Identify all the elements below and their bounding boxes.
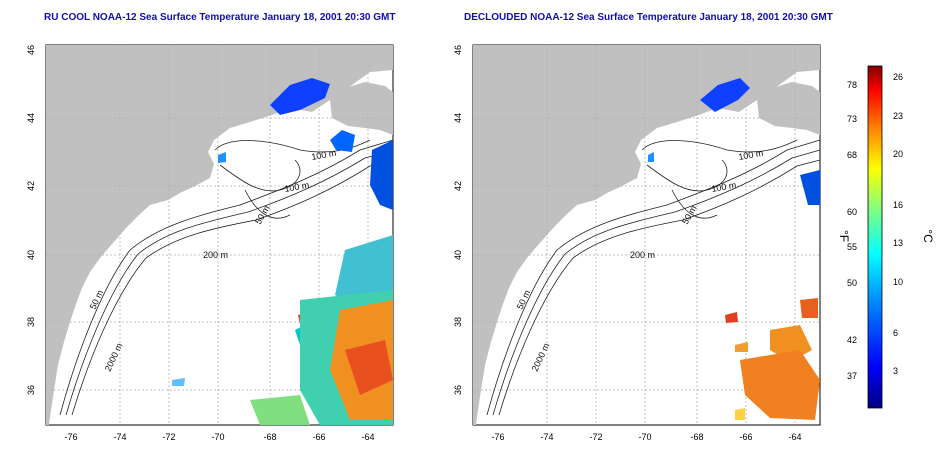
svg-text:36: 36 [26,385,36,395]
svg-text:16: 16 [893,200,903,210]
right-map-panel: 100 m 100 m 50 m 200 m 50 m 2000 m -76 -… [453,44,821,442]
svg-text:46: 46 [453,45,463,55]
land-mass [473,45,820,425]
svg-text:23: 23 [893,111,903,121]
svg-text:200 m: 200 m [203,250,228,260]
svg-text:100 m: 100 m [711,180,737,194]
colorbar-f-label: °F [837,230,851,242]
colorbar-c-label: °C [921,229,935,243]
svg-text:40: 40 [26,250,36,260]
svg-text:-66: -66 [739,432,752,442]
svg-text:50: 50 [847,278,857,288]
svg-text:38: 38 [26,317,36,327]
svg-text:-64: -64 [788,432,801,442]
colorbar-c-ticks: 26 23 20 16 13 10 6 3 [893,72,903,376]
svg-text:-66: -66 [312,432,325,442]
svg-text:42: 42 [26,181,36,191]
svg-text:44: 44 [26,113,36,123]
svg-text:-70: -70 [211,432,224,442]
svg-text:100 m: 100 m [738,148,764,162]
svg-text:200 m: 200 m [630,250,655,260]
svg-text:-68: -68 [690,432,703,442]
svg-text:36: 36 [453,385,463,395]
svg-text:100 m: 100 m [311,148,337,162]
right-y-ticks: 36 38 40 42 44 46 [453,45,463,395]
svg-text:55: 55 [847,242,857,252]
svg-text:20: 20 [893,149,903,159]
colorbar: 78 73 68 60 55 50 42 37 26 23 20 16 13 1… [837,65,935,409]
left-map-panel: 100 m 100 m 50 m 200 m 50 m 2000 m -76 -… [26,44,394,442]
svg-text:-74: -74 [540,432,553,442]
svg-text:-72: -72 [162,432,175,442]
svg-text:40: 40 [453,250,463,260]
svg-text:10: 10 [893,277,903,287]
svg-text:-68: -68 [263,432,276,442]
svg-text:42: 42 [847,335,857,345]
svg-text:6: 6 [893,328,898,338]
svg-text:37: 37 [847,371,857,381]
right-x-ticks: -76 -74 -72 -70 -68 -66 -64 [491,432,801,442]
svg-text:-74: -74 [113,432,126,442]
svg-text:46: 46 [26,45,36,55]
colorbar-f-ticks: 78 73 68 60 55 50 42 37 [847,80,857,381]
left-map-title: RU COOL NOAA-12 Sea Surface Temperature … [44,12,396,23]
svg-text:13: 13 [893,238,903,248]
left-x-ticks: -76 -74 -72 -70 -68 -66 -64 [64,432,374,442]
svg-text:-76: -76 [64,432,77,442]
land-mass [46,45,393,425]
svg-text:60: 60 [847,207,857,217]
svg-text:-70: -70 [638,432,651,442]
sst-patches [648,78,820,420]
svg-text:100 m: 100 m [284,180,310,194]
svg-text:42: 42 [453,181,463,191]
svg-text:68: 68 [847,150,857,160]
svg-text:-64: -64 [361,432,374,442]
svg-text:73: 73 [847,114,857,124]
svg-text:44: 44 [453,113,463,123]
svg-text:3: 3 [893,366,898,376]
svg-text:-76: -76 [491,432,504,442]
svg-text:78: 78 [847,80,857,90]
colorbar-gradient [867,65,883,409]
right-map-title: DECLOUDED NOAA-12 Sea Surface Temperatur… [464,12,833,23]
svg-text:-72: -72 [589,432,602,442]
sst-patches [172,78,393,425]
svg-text:26: 26 [893,72,903,82]
svg-text:38: 38 [453,317,463,327]
left-y-ticks: 36 38 40 42 44 46 [26,45,36,395]
